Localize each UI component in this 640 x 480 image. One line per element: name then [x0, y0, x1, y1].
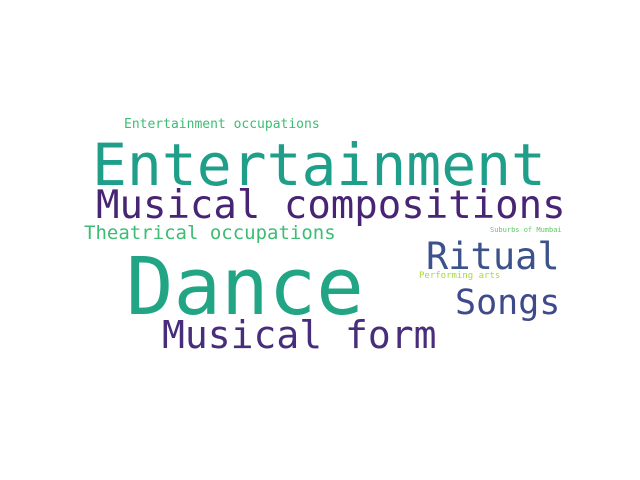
word-performing-arts: Performing arts [419, 271, 501, 281]
word-entertainment: Entertainment [92, 131, 546, 199]
word-theatrical-occupations: Theatrical occupations [84, 222, 336, 244]
word-entertainment-occupations: Entertainment occupations [124, 117, 320, 132]
word-suburbs-of-mumbai: Suburbs of Mumbai [490, 226, 562, 234]
word-dance: Dance [126, 241, 364, 333]
word-musical-compositions: Musical compositions [96, 183, 566, 228]
word-ritual: Ritual [426, 235, 560, 278]
word-musical-form: Musical form [162, 313, 437, 357]
word-songs: Songs [455, 283, 561, 323]
